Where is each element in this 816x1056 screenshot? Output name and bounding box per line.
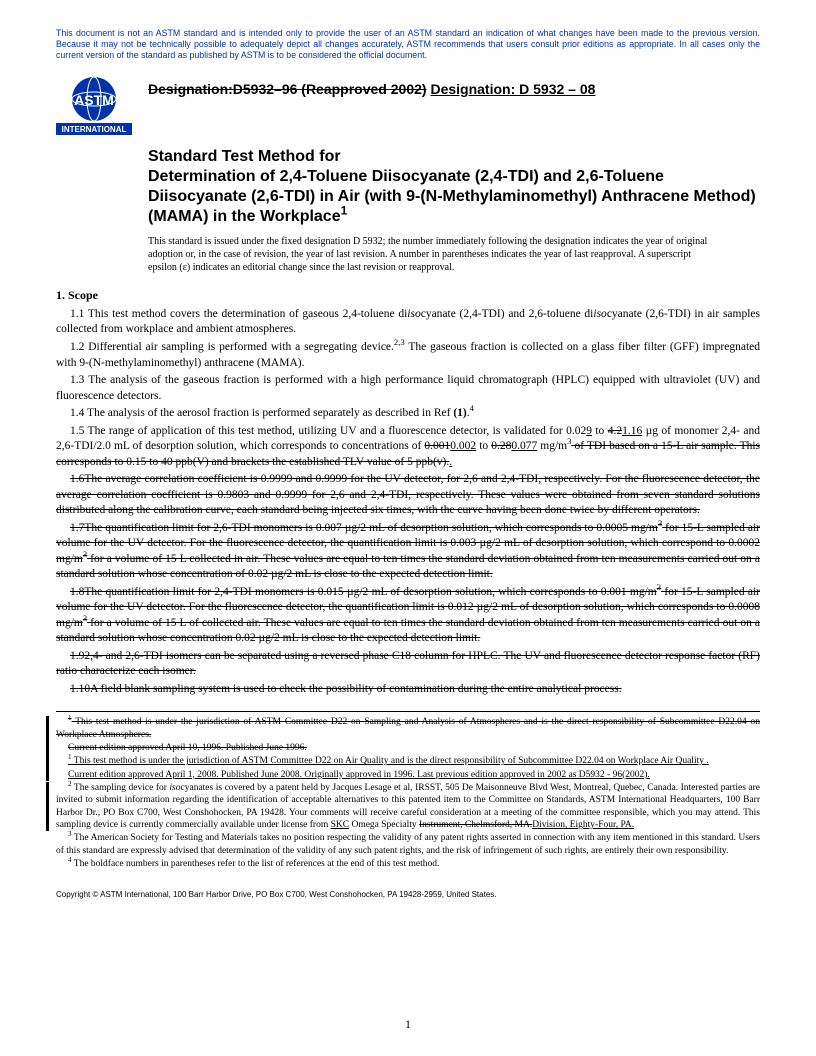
issuance-note: This standard is issued under the fixed … xyxy=(148,235,720,274)
header-row: ASTM INTERNATIONAL Designation:D5932–96 … xyxy=(56,75,760,137)
footnotes-block: 1 This test method is under the jurisdic… xyxy=(56,711,760,870)
footnote-2: 2 The sampling device for isocyanates is… xyxy=(56,782,760,831)
footnote-1-del: 1 This test method is under the jurisdic… xyxy=(56,716,760,741)
para-1-2: 1.2 Differential air sampling is perform… xyxy=(56,340,760,371)
designation-line: Designation:D5932–96 (Reapproved 2002) D… xyxy=(148,81,595,97)
page-number: 1 xyxy=(0,1017,816,1032)
footnote-1-add2: Current edition approved April 1, 2008. … xyxy=(56,769,760,781)
title-body: Determination of 2,4-Toluene Diisocyanat… xyxy=(148,167,760,227)
para-1-6: 1.6The average correlation coefficient i… xyxy=(56,472,760,519)
astm-logo: ASTM INTERNATIONAL xyxy=(56,75,132,137)
para-1-7: 1.7The quantification limit for 2,6-TDI … xyxy=(56,521,760,583)
para-1-1: 1.1 This test method covers the determin… xyxy=(56,307,760,338)
para-1-5: 1.5 The range of application of this tes… xyxy=(56,424,760,471)
title-block: Standard Test Method for Determination o… xyxy=(148,147,760,227)
para-1-3: 1.3 The analysis of the gaseous fraction… xyxy=(56,373,760,404)
scope-heading: 1. Scope xyxy=(56,288,760,303)
logo-subtext: INTERNATIONAL xyxy=(62,125,127,134)
page-container: This document is not an ASTM standard an… xyxy=(0,0,816,939)
disclaimer-text: This document is not an ASTM standard an… xyxy=(56,28,760,61)
footnote-1-changebar: 1 This test method is under the jurisdic… xyxy=(56,716,760,781)
title-lead: Standard Test Method for xyxy=(148,147,760,167)
footnote-3: 3 The American Society for Testing and M… xyxy=(56,832,760,857)
para-1-9: 1.92,4- and 2,6-TDI isomers can be separ… xyxy=(56,649,760,680)
para-1-8: 1.8The quantification limit for 2,4-TDI … xyxy=(56,585,760,647)
copyright-line: Copyright © ASTM International, 100 Barr… xyxy=(56,890,760,899)
para-1-10: 1.10A field blank sampling system is use… xyxy=(56,682,760,698)
footnote-1-del2: Current edition approved April 10, 1996.… xyxy=(56,742,760,754)
footnote-2-changebar: 2 The sampling device for isocyanates is… xyxy=(56,782,760,831)
designation-new: Designation: D 5932 – 08 xyxy=(430,81,595,97)
designation-old: Designation:D5932–96 (Reapproved 2002) xyxy=(148,81,427,97)
para-1-4: 1.4 The analysis of the aerosol fraction… xyxy=(56,406,760,422)
footnote-1-add: 1 This test method is under the jurisdic… xyxy=(56,755,760,767)
svg-text:ASTM: ASTM xyxy=(74,92,114,108)
footnote-4: 4 The boldface numbers in parentheses re… xyxy=(56,858,760,870)
